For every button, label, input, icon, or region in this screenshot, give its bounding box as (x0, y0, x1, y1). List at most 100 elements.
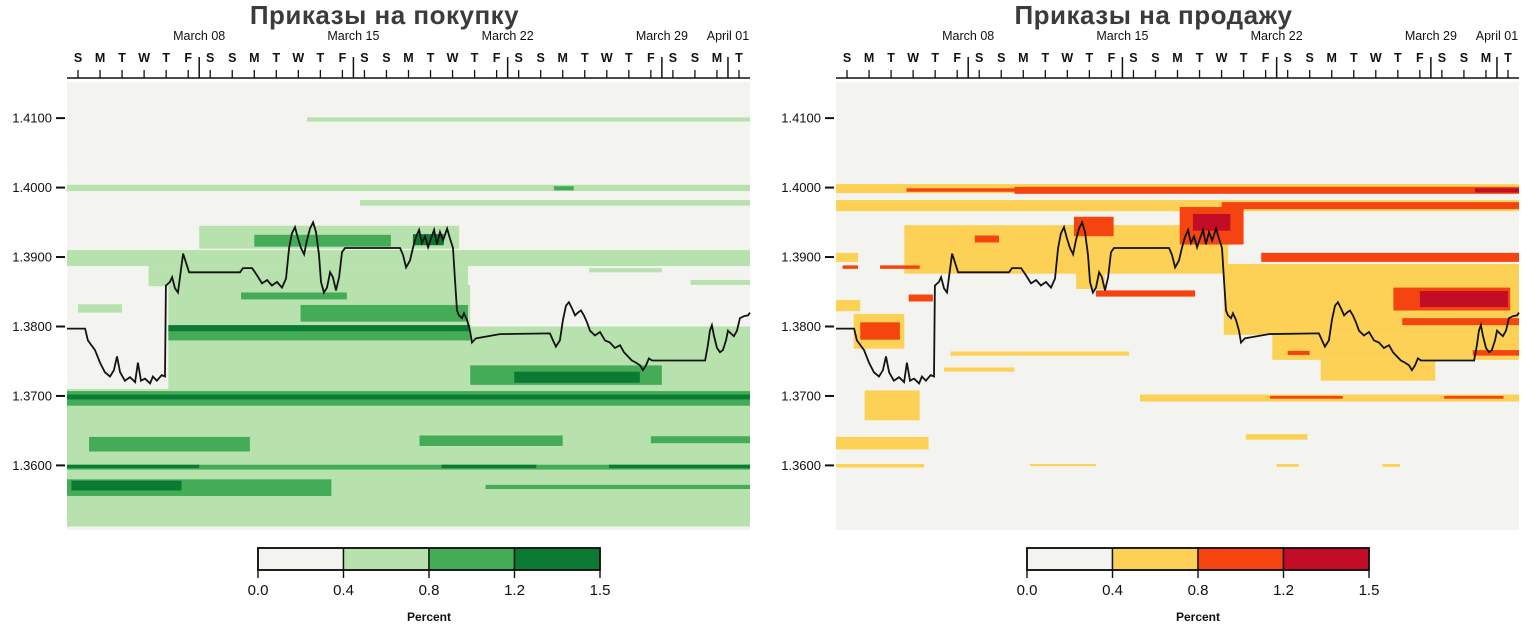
day-letter: M (249, 51, 259, 65)
heatmap-band (89, 436, 250, 452)
day-letter: M (95, 51, 105, 65)
legend-axis-label: Percent (1176, 610, 1220, 624)
heatmap-band (1276, 464, 1299, 467)
heatmap-band (412, 234, 444, 246)
y-tick-label: 1.3800 (12, 319, 52, 334)
day-letter: S (1283, 51, 1291, 65)
heatmap-band (300, 304, 468, 322)
day-letter: F (953, 51, 961, 65)
heatmap-band (241, 292, 347, 300)
legend-cell (257, 547, 345, 571)
day-letter: T (427, 51, 435, 65)
day-letter: T (1196, 51, 1204, 65)
y-tick-label: 1.3800 (781, 319, 821, 334)
heatmap-band (1270, 395, 1343, 399)
day-letter: S (228, 51, 236, 65)
legend-tick-label: 0.8 (419, 582, 440, 599)
heatmap-band (836, 300, 861, 312)
date-label: April 01 (707, 29, 749, 43)
day-letter: T (581, 51, 589, 65)
day-letter: T (118, 51, 126, 65)
heatmap-band (1192, 213, 1231, 231)
day-letter: M (864, 51, 874, 65)
heatmap-band (1472, 350, 1519, 356)
y-tick-label: 1.4000 (12, 180, 52, 195)
day-letter: S (1129, 51, 1137, 65)
y-tick-label: 1.3900 (12, 250, 52, 265)
day-letter: W (1216, 51, 1228, 65)
day-letter: S (1438, 51, 1446, 65)
day-letter: S (514, 51, 522, 65)
heatmap-band (441, 464, 537, 469)
day-letter: F (647, 51, 655, 65)
day-letter: T (1086, 51, 1094, 65)
day-letter: S (74, 51, 82, 65)
heatmap-band (836, 464, 925, 468)
date-label: March 15 (1096, 29, 1148, 43)
date-label: March 08 (942, 29, 994, 43)
heatmap-band (67, 250, 750, 267)
heatmap-band (842, 265, 859, 269)
day-letter: S (537, 51, 545, 65)
day-letter: T (625, 51, 633, 65)
day-letter: M (712, 51, 722, 65)
day-letter: T (1041, 51, 1049, 65)
day-letter: T (887, 51, 895, 65)
heatmap-band (1287, 350, 1310, 355)
heatmap-band (880, 265, 920, 269)
heatmap-band (1014, 186, 1519, 194)
day-letter: S (1151, 51, 1159, 65)
heatmap-band (1382, 464, 1401, 467)
day-letter: T (317, 51, 325, 65)
heatmap-band (553, 186, 574, 191)
heatmap-band (608, 464, 750, 469)
day-letter: T (1350, 51, 1358, 65)
day-letter: W (447, 51, 459, 65)
heatmap-band (168, 325, 471, 332)
day-letter: M (1327, 51, 1337, 65)
day-letter: M (1481, 51, 1491, 65)
date-label: March 22 (1251, 29, 1303, 43)
legend-tick-label: 0.0 (248, 582, 269, 599)
heatmap-band (943, 367, 1015, 372)
legend-tick-label: 1.5 (590, 582, 611, 599)
date-label: March 29 (1405, 29, 1457, 43)
day-letter: S (206, 51, 214, 65)
day-letter: S (382, 51, 390, 65)
heatmap-band (419, 435, 563, 446)
heatmap-band (67, 389, 750, 527)
legend-cell (428, 547, 516, 571)
day-letter: S (669, 51, 677, 65)
heatmap-band (1419, 291, 1508, 308)
day-letter: M (558, 51, 568, 65)
legend-cell (1282, 547, 1370, 571)
day-letter: S (997, 51, 1005, 65)
heatmap-band (864, 390, 920, 421)
day-letter: S (691, 51, 699, 65)
day-letter: T (162, 51, 170, 65)
day-letter: S (360, 51, 368, 65)
day-letter: F (1416, 51, 1424, 65)
heatmap-band (78, 304, 123, 313)
day-letter: T (1394, 51, 1402, 65)
legend-tick-label: 1.2 (1273, 582, 1294, 599)
day-letter: S (843, 51, 851, 65)
day-letter: T (931, 51, 939, 65)
date-label: April 01 (1476, 29, 1518, 43)
day-letter: F (493, 51, 501, 65)
day-letter: M (1172, 51, 1182, 65)
legend-tick-label: 1.2 (504, 582, 525, 599)
heatmap-band (1261, 252, 1519, 262)
legend-axis-label: Percent (407, 610, 451, 624)
sell-chart-title: Приказы на продажу (1014, 0, 1293, 30)
price-line (836, 219, 1520, 385)
price-line (67, 219, 751, 385)
heatmap-band (908, 294, 933, 302)
legend-tick-label: 0.8 (1188, 582, 1209, 599)
heatmap-band (1402, 318, 1519, 326)
y-tick-label: 1.3700 (781, 388, 821, 403)
legend-cell (1111, 547, 1199, 571)
date-label: March 08 (173, 29, 225, 43)
heatmap-band (148, 266, 468, 287)
heatmap-band (690, 279, 750, 285)
